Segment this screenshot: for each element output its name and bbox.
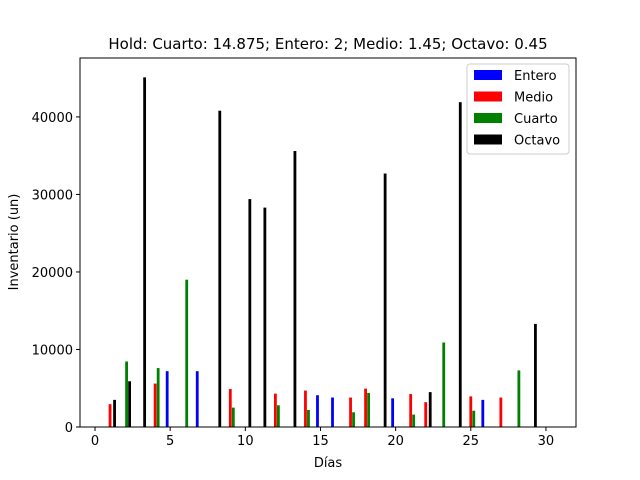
x-tick-label-3: 15	[312, 434, 329, 449]
bar-octavo-0	[113, 399, 116, 427]
bar-entero-1	[195, 371, 199, 427]
bar-medio-4	[304, 390, 307, 427]
bar-medio-9	[469, 396, 473, 427]
chart-title: Hold: Cuarto: 14.875; Entero: 2; Medio: …	[108, 35, 547, 53]
bar-cuarto-6	[352, 412, 355, 427]
legend-swatch-cuarto	[474, 113, 502, 123]
legend: Entero Medio Cuarto Octavo	[466, 63, 570, 155]
bar-octavo-5	[263, 207, 267, 427]
x-tick-label-6: 30	[538, 434, 555, 449]
bar-cuarto-10	[472, 410, 476, 427]
bar-entero-2	[316, 395, 319, 427]
legend-frame	[466, 63, 570, 155]
x-axis-ticks: 0 5 10 15 20 25 30	[91, 427, 554, 449]
legend-swatch-octavo	[474, 134, 502, 145]
x-tick-label-0: 0	[91, 434, 99, 449]
bar-entero-5	[481, 399, 485, 427]
legend-label-entero: Entero	[514, 69, 557, 84]
y-axis-label: Inventario (un)	[7, 194, 22, 291]
bar-octavo-10	[534, 323, 537, 427]
bar-cuarto-3	[231, 407, 235, 427]
legend-swatch-entero	[474, 70, 502, 80]
bar-octavo-1	[128, 381, 131, 427]
bar-cuarto-7	[367, 392, 370, 427]
bar-cuarto-11	[517, 370, 521, 427]
bar-cuarto-2	[185, 279, 189, 427]
y-axis-ticks: 0 10000 20000 30000 40000	[32, 111, 80, 436]
x-axis-label: Días	[314, 456, 343, 471]
bar-octavo-4	[248, 199, 252, 427]
bar-entero-0	[165, 371, 169, 427]
bar-medio-10	[499, 397, 503, 427]
y-tick-label-1: 10000	[32, 343, 73, 358]
x-tick-label-1: 5	[166, 434, 174, 449]
y-tick-label-3: 30000	[32, 188, 73, 203]
bar-octavo-9	[458, 102, 462, 427]
x-tick-label-4: 20	[387, 434, 404, 449]
bars-layer	[108, 77, 537, 428]
legend-label-octavo: Octavo	[514, 134, 560, 149]
bar-octavo-3	[218, 110, 222, 428]
bar-octavo-2	[143, 77, 147, 427]
bar-cuarto-4	[277, 405, 280, 427]
y-tick-label-4: 40000	[32, 111, 73, 126]
y-tick-label-2: 20000	[32, 266, 73, 281]
bar-entero-4	[391, 398, 395, 427]
bar-medio-3	[273, 393, 277, 427]
bar-medio-5	[349, 397, 352, 427]
bar-medio-8	[424, 402, 428, 427]
bar-medio-1	[153, 383, 157, 427]
bar-entero-3	[331, 397, 334, 427]
bar-octavo-8	[428, 392, 432, 427]
legend-label-medio: Medio	[514, 91, 553, 106]
legend-swatch-medio	[474, 91, 502, 102]
bar-medio-6	[364, 388, 367, 427]
bar-cuarto-5	[307, 409, 310, 427]
y-tick-label-0: 0	[65, 421, 73, 436]
legend-label-cuarto: Cuarto	[514, 112, 558, 127]
bar-cuarto-8	[412, 414, 416, 427]
x-tick-label-2: 10	[237, 434, 254, 449]
bar-medio-0	[108, 404, 112, 427]
bar-cuarto-0	[125, 361, 128, 427]
bar-cuarto-1	[156, 368, 160, 427]
bar-octavo-6	[293, 151, 297, 427]
bar-cuarto-9	[442, 342, 446, 427]
bar-octavo-7	[383, 173, 387, 427]
bar-medio-2	[228, 389, 232, 427]
x-tick-label-5: 25	[463, 434, 480, 449]
bar-medio-7	[409, 394, 413, 427]
plot-frame	[79, 57, 577, 428]
